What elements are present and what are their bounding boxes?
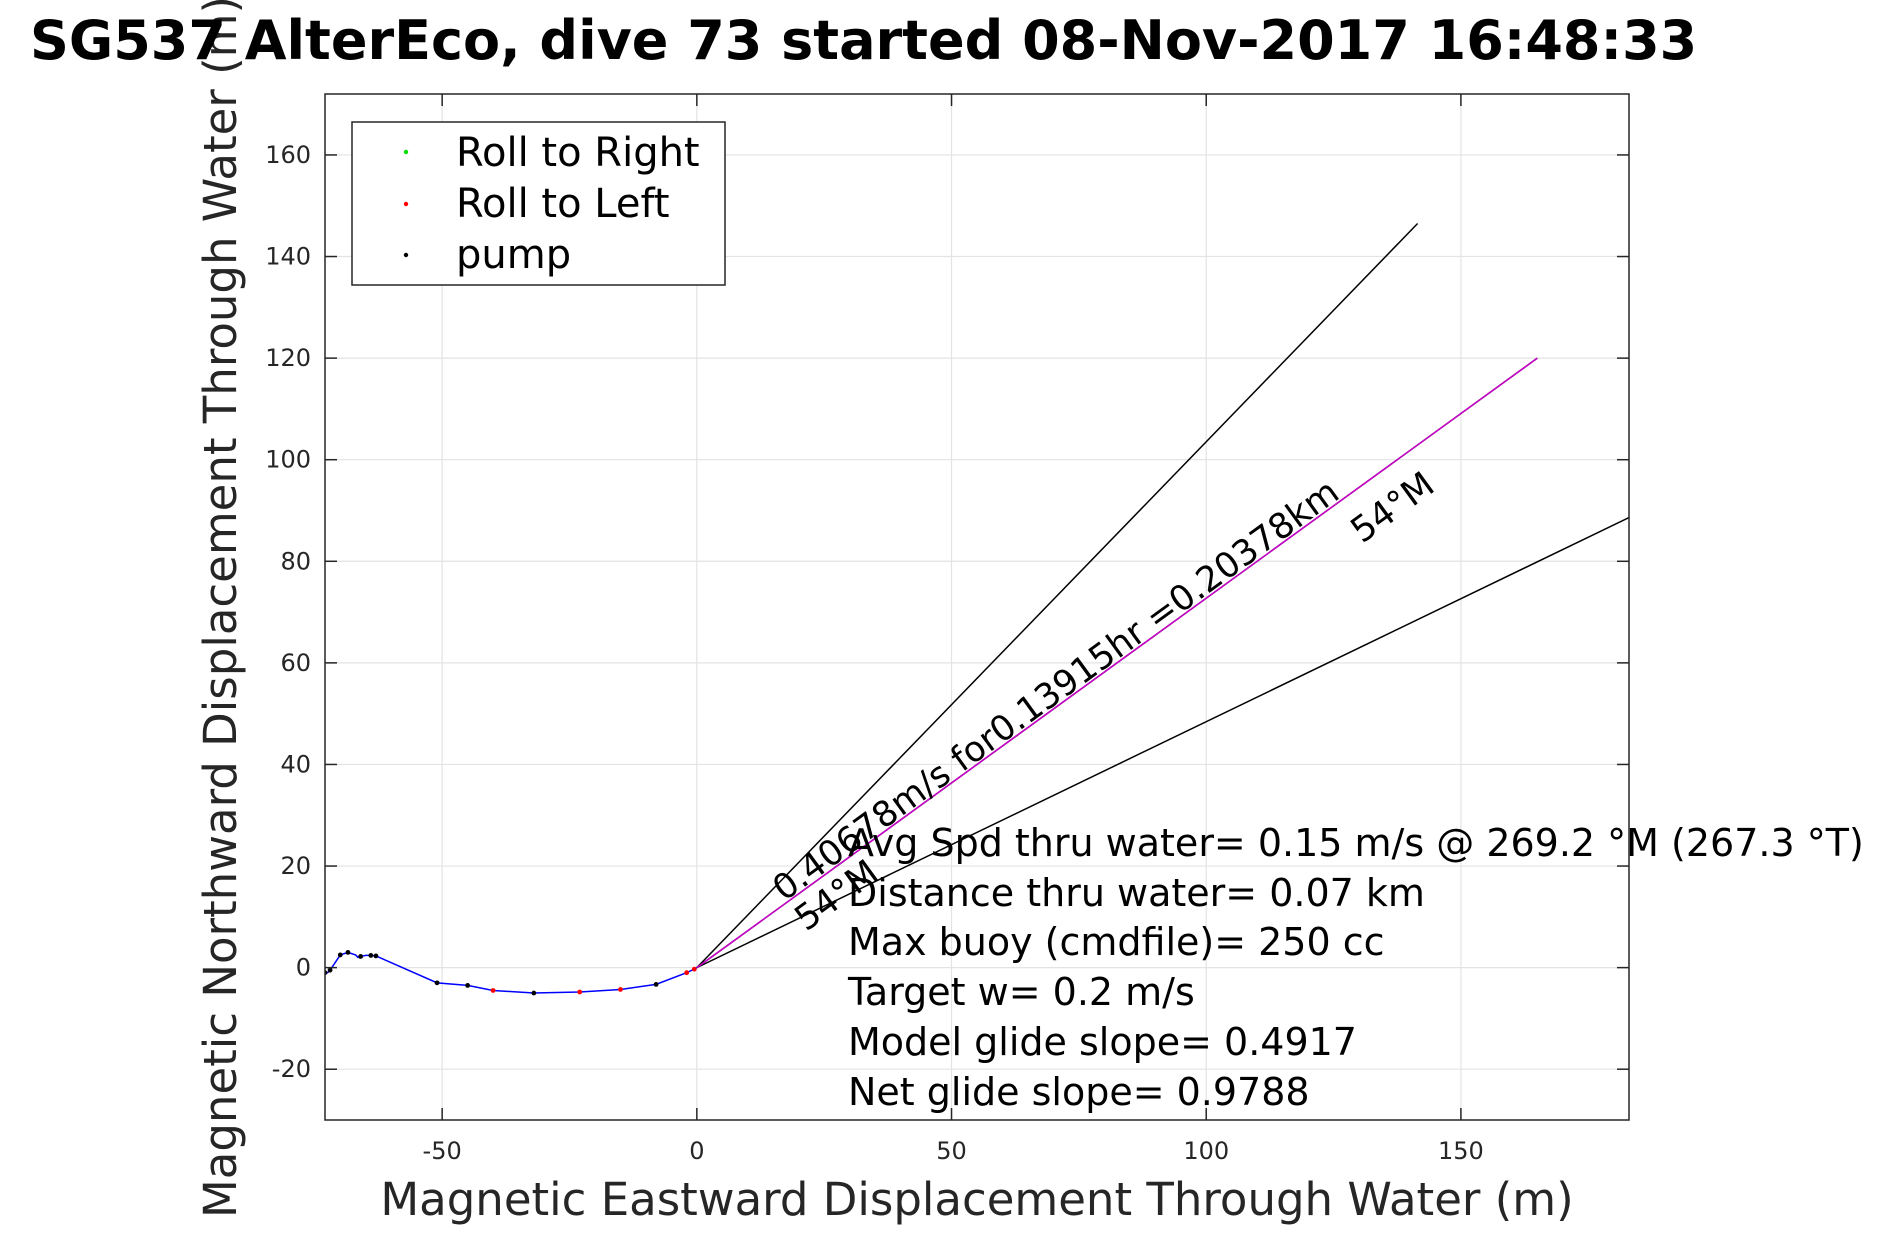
y-tick-label: 120 xyxy=(265,344,311,372)
y-tick-label: 160 xyxy=(265,141,311,169)
stat-avg-speed: Avg Spd thru water= 0.15 m/s @ 269.2 °M … xyxy=(848,821,1864,865)
legend-label-roll-left: Roll to Left xyxy=(456,181,670,227)
x-tick-label: 50 xyxy=(936,1137,967,1165)
chart-title: SG537 AlterEco, dive 73 started 08-Nov-2… xyxy=(30,9,1697,72)
roll-to-left-point xyxy=(684,970,690,976)
legend: Roll to Right Roll to Left pump xyxy=(351,121,726,286)
stat-net-glide: Net glide slope= 0.9788 xyxy=(848,1070,1310,1114)
legend-marker-roll-left xyxy=(403,201,409,207)
y-tick-label: 80 xyxy=(280,547,311,575)
stats-block: Avg Spd thru water= 0.15 m/s @ 269.2 °M … xyxy=(847,821,1864,1114)
legend-marker-roll-right xyxy=(403,149,409,155)
y-tick-label: 20 xyxy=(280,852,311,880)
x-axis-label: Magnetic Eastward Displacement Through W… xyxy=(380,1173,1573,1226)
stat-distance: Distance thru water= 0.07 km xyxy=(848,871,1425,915)
stat-target-w: Target w= 0.2 m/s xyxy=(847,970,1195,1014)
grid xyxy=(325,94,1629,1120)
legend-box xyxy=(351,121,726,286)
heading-line-magenta xyxy=(696,357,1538,969)
track-line xyxy=(325,951,698,994)
x-tick-label: 0 xyxy=(689,1137,704,1165)
pump-point xyxy=(531,990,537,996)
x-tick-label: 150 xyxy=(1438,1137,1484,1165)
legend-label-pump: pump xyxy=(456,232,571,278)
y-tick-label: 100 xyxy=(265,446,311,474)
pump-point xyxy=(327,967,333,973)
heading-line-lower xyxy=(696,516,1629,969)
y-axis-label: Magnetic Northward Displacement Through … xyxy=(194,0,247,1218)
roll-to-left-point xyxy=(691,966,697,972)
y-tick-label: 60 xyxy=(280,649,311,677)
roll-to-left-point xyxy=(490,988,496,993)
y-tick-label: 140 xyxy=(265,243,311,271)
pump-point xyxy=(434,980,440,986)
marker-series xyxy=(325,949,697,996)
roll-to-left-point xyxy=(577,989,583,995)
y-tick-label: 0 xyxy=(296,954,311,982)
roll-to-left-point xyxy=(618,987,623,992)
x-tick-label: 100 xyxy=(1183,1137,1229,1165)
legend-marker-pump xyxy=(403,252,409,258)
pump-point xyxy=(337,952,343,958)
x-tick-label: -50 xyxy=(423,1137,462,1165)
stat-max-buoy: Max buoy (cmdfile)= 250 cc xyxy=(848,920,1385,964)
heading-lines xyxy=(696,222,1629,969)
axis-ticks: -50 0 50 100 150 -20 0 20 40 60 80 100 120 140 160 xyxy=(265,94,1629,1165)
stat-model-glide: Model glide slope= 0.4917 xyxy=(848,1020,1357,1064)
pump-point xyxy=(373,953,379,959)
legend-label-roll-right: Roll to Right xyxy=(456,130,700,176)
pump-point xyxy=(465,983,471,988)
pump-point xyxy=(368,953,374,958)
pump-point xyxy=(653,981,659,987)
pump-point xyxy=(358,954,364,959)
heading-line-upper xyxy=(696,222,1419,969)
pump-point xyxy=(345,949,351,955)
axes-frame xyxy=(324,93,1630,1121)
y-tick-label: -20 xyxy=(272,1055,311,1083)
y-tick-label: 40 xyxy=(280,750,311,778)
track-series xyxy=(325,951,698,994)
